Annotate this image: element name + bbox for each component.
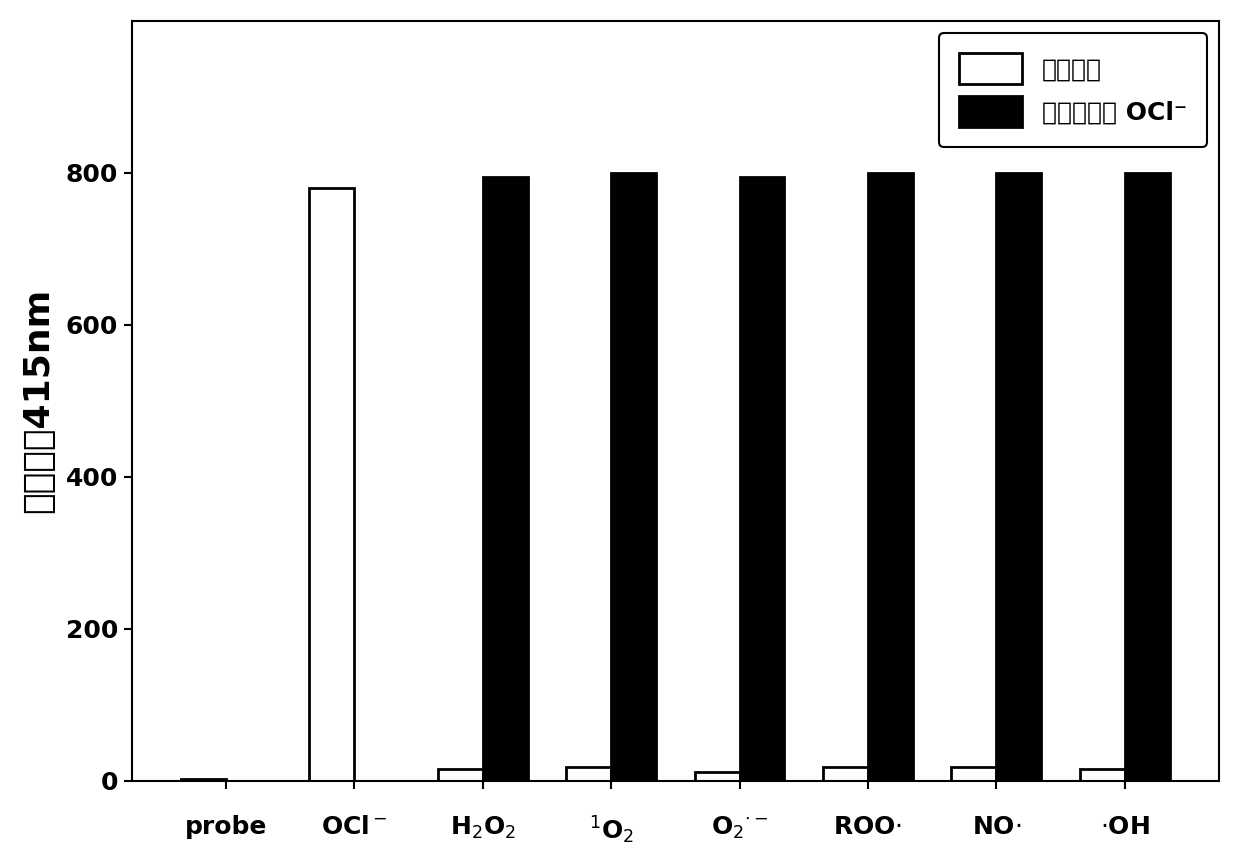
Text: NO$\cdot$: NO$\cdot$ bbox=[972, 815, 1021, 839]
Text: O$_2$$^{\cdot -}$: O$_2$$^{\cdot -}$ bbox=[711, 815, 769, 841]
Text: H$_2$O$_2$: H$_2$O$_2$ bbox=[450, 815, 516, 841]
Bar bbox=[1080, 770, 1125, 781]
Legend: 竞争离子, 竞争离子和 OCl⁻: 竞争离子, 竞争离子和 OCl⁻ bbox=[939, 34, 1207, 147]
Text: probe: probe bbox=[185, 815, 267, 839]
Text: ROO$\cdot$: ROO$\cdot$ bbox=[833, 815, 903, 839]
Bar bbox=[438, 770, 482, 781]
Y-axis label: 荧光强度415nm: 荧光强度415nm bbox=[21, 288, 55, 513]
Bar bbox=[309, 188, 355, 781]
Bar bbox=[868, 173, 913, 781]
Bar bbox=[951, 767, 997, 781]
Text: $\cdot$OH: $\cdot$OH bbox=[1100, 815, 1149, 839]
Bar bbox=[181, 778, 226, 781]
Text: OCl$^-$: OCl$^-$ bbox=[321, 815, 388, 839]
Bar bbox=[1125, 173, 1169, 781]
Bar bbox=[823, 767, 868, 781]
Bar bbox=[611, 173, 656, 781]
Bar bbox=[567, 767, 611, 781]
Bar bbox=[694, 772, 739, 781]
Bar bbox=[482, 177, 528, 781]
Bar bbox=[739, 177, 785, 781]
Text: $^1$O$_2$: $^1$O$_2$ bbox=[589, 815, 634, 847]
Bar bbox=[997, 173, 1042, 781]
